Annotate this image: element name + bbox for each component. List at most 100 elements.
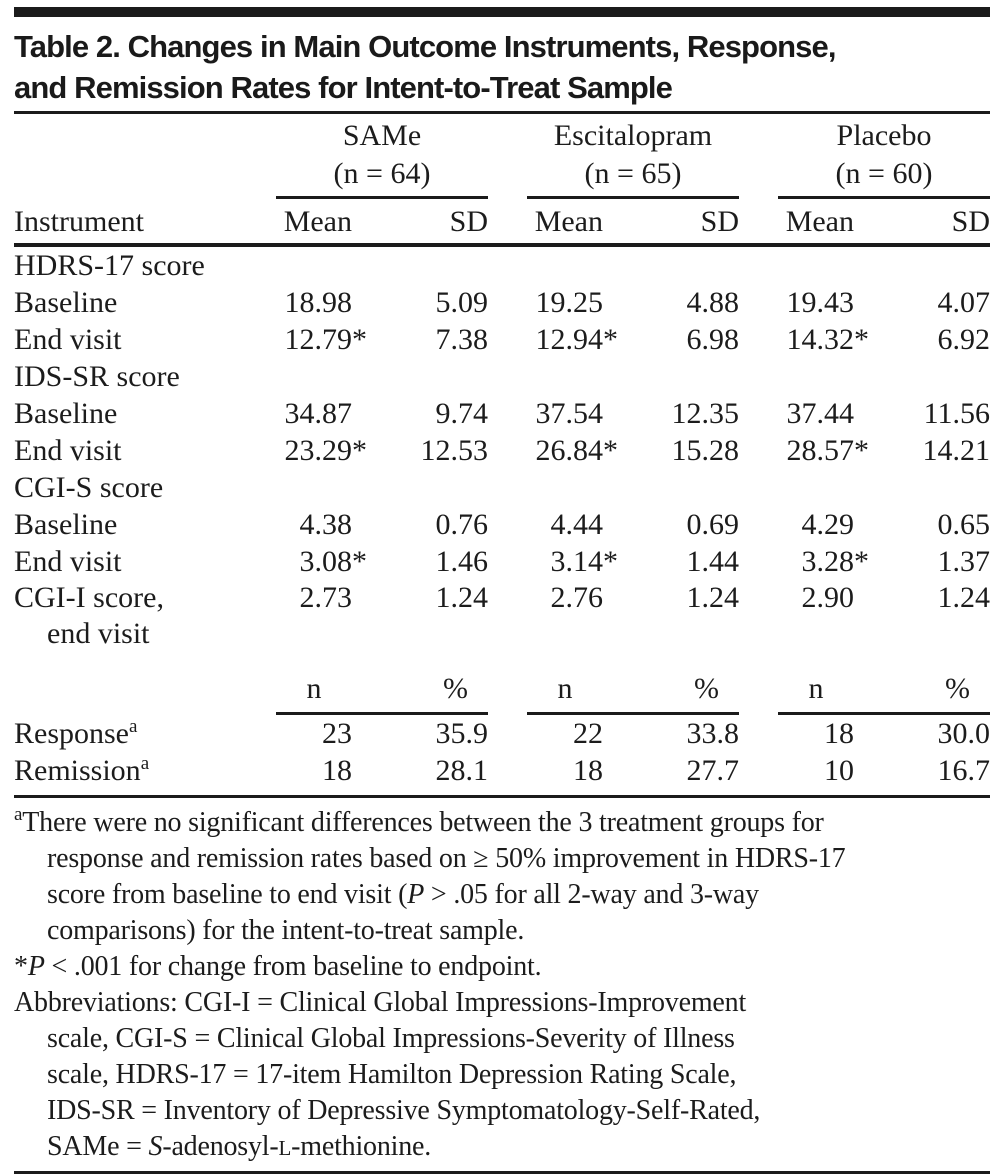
value-cell: 2.73: [299, 581, 353, 614]
page: Table 2. Changes in Main Outcome Instrum…: [0, 7, 1007, 1174]
group-placebo-name: Placebo: [836, 119, 932, 152]
instrument-header: Instrument: [14, 197, 276, 247]
row-label: CGI-I score, end visit: [14, 580, 276, 654]
abbreviations-line4: IDS-SR = Inventory of Depressive Symptom…: [47, 1095, 761, 1126]
section-row-hdrs: HDRS-17 score: [14, 245, 990, 284]
value-cell: 11.56: [923, 397, 990, 430]
data-row-ids-end: End visit 23.29* 12.53 26.84* 15.28 28.5…: [14, 432, 990, 469]
value-cell: 19.25: [535, 286, 604, 319]
abbreviations-line5: SAMe = S-adenosyl-L-methionine.: [47, 1131, 432, 1162]
gap-cell: [739, 714, 778, 753]
row-label: End visit: [14, 323, 122, 356]
spacer-cell: [14, 654, 276, 714]
footnote-marker-a: a: [129, 716, 138, 737]
value-cell: 1.24: [435, 581, 489, 614]
table-title: Table 2. Changes in Main Outcome Instrum…: [14, 29, 836, 105]
row-label: Responsea: [14, 716, 138, 750]
cgii-label-line1: CGI-I score,: [14, 581, 164, 614]
outcomes-table: SAMe Escitalopram Placebo (n = 64) (n = …: [14, 114, 990, 798]
gap-cell: [488, 432, 527, 469]
gap-cell: [488, 752, 527, 797]
value-cell: 9.74: [435, 397, 489, 430]
value-cell: 1.24: [937, 581, 991, 614]
gap-cell: [488, 714, 527, 753]
value-cell: 35.9: [435, 717, 489, 750]
value-cell: 18: [824, 717, 854, 750]
row-label: Remissiona: [14, 753, 150, 787]
gap-cell: [488, 654, 527, 714]
n-header: n: [527, 654, 603, 715]
value-cell: 6.98: [686, 323, 740, 356]
value-cell: 4.44: [550, 508, 604, 541]
gap-cell: [739, 506, 778, 543]
value-cell: 12.79*: [284, 323, 368, 356]
footnote-a-line3: score from baseline to end visit (P > .0…: [47, 879, 759, 910]
gap-cell: [739, 321, 778, 358]
n-header: n: [778, 654, 854, 715]
pct-header: %: [352, 654, 488, 715]
value-cell: 3.08*: [299, 545, 368, 578]
data-row-cgis-baseline: Baseline 4.38 0.76 4.44 0.69 4.29 0.65: [14, 506, 990, 543]
value-cell: 3.14*: [550, 545, 619, 578]
data-row-cgis-end: End visit 3.08* 1.46 3.14* 1.44 3.28* 1.…: [14, 543, 990, 580]
value-cell: 12.94*: [535, 323, 619, 356]
value-cell: 26.84*: [535, 434, 619, 467]
row-label: Baseline: [14, 286, 118, 319]
gap-cell: [739, 154, 778, 198]
star-marker: *: [14, 951, 28, 982]
mean-header: Mean: [527, 197, 603, 247]
footnote-marker-a: a: [14, 804, 23, 825]
section-label: HDRS-17 score: [14, 249, 205, 282]
gap-cell: [739, 432, 778, 469]
value-cell: 4.29: [801, 508, 855, 541]
data-row-ids-baseline: Baseline 34.87 9.74 37.54 12.35 37.44 11…: [14, 395, 990, 432]
value-cell: 23: [322, 717, 352, 750]
group-name-row: SAMe Escitalopram Placebo: [14, 114, 990, 154]
value-cell: 0.65: [937, 508, 991, 541]
section-row-cgis: CGI-S score: [14, 469, 990, 506]
n-pct-header-row: n % n % n %: [14, 654, 990, 715]
spacer-cell: [14, 154, 276, 198]
value-cell: 4.07: [937, 286, 991, 319]
row-label: End visit: [14, 434, 122, 467]
value-cell: 18.98: [284, 286, 353, 319]
section-label: CGI-S score: [14, 471, 164, 504]
gap-cell: [739, 284, 778, 321]
value-cell: 1.44: [686, 545, 740, 578]
value-cell: 18: [322, 754, 352, 787]
gap-cell: [488, 284, 527, 321]
abbreviations-line1: Abbreviations: CGI-I = Clinical Global I…: [14, 987, 747, 1018]
gap-cell: [488, 506, 527, 543]
data-row-remission: Remissiona 18 28.1 18 27.7 10 16.7: [14, 752, 990, 797]
pct-header: %: [854, 654, 990, 715]
abbreviations-line3: scale, HDRS-17 = 17-item Hamilton Depres…: [47, 1059, 737, 1090]
value-cell: 37.44: [786, 397, 855, 430]
row-label: Baseline: [14, 508, 118, 541]
mean-header: Mean: [778, 197, 854, 247]
group-n-row: (n = 64) (n = 65) (n = 60): [14, 154, 990, 199]
gap-cell: [739, 543, 778, 580]
gap-cell: [739, 654, 778, 714]
value-cell: 7.38: [435, 323, 489, 356]
footnote-marker-a: a: [140, 753, 150, 774]
value-cell: 14.32*: [786, 323, 870, 356]
gap-cell: [488, 114, 527, 154]
gap-cell: [488, 395, 527, 432]
value-cell: 34.87: [284, 397, 353, 430]
value-cell: 2.90: [801, 581, 855, 614]
value-cell: 1.46: [435, 545, 489, 578]
data-row-hdrs-baseline: Baseline 18.98 5.09 19.25 4.88 19.43 4.0…: [14, 284, 990, 321]
value-cell: 23.29*: [284, 434, 368, 467]
top-heavy-rule: [14, 7, 990, 17]
footnote-a-line1: aThere were no significant differences b…: [14, 804, 824, 838]
gap-cell: [739, 752, 778, 797]
footnote-a-line4: comparisons) for the intent-to-treat sam…: [47, 915, 525, 946]
value-cell: 3.28*: [801, 545, 870, 578]
data-row-response: Responsea 23 35.9 22 33.8 18 30.0: [14, 714, 990, 753]
group-escitalopram-name: Escitalopram: [553, 119, 713, 152]
spacer-cell: [14, 114, 276, 154]
value-cell: 14.21: [922, 434, 991, 467]
gap-cell: [739, 114, 778, 154]
value-cell: 4.38: [299, 508, 353, 541]
gap-cell: [739, 580, 778, 654]
